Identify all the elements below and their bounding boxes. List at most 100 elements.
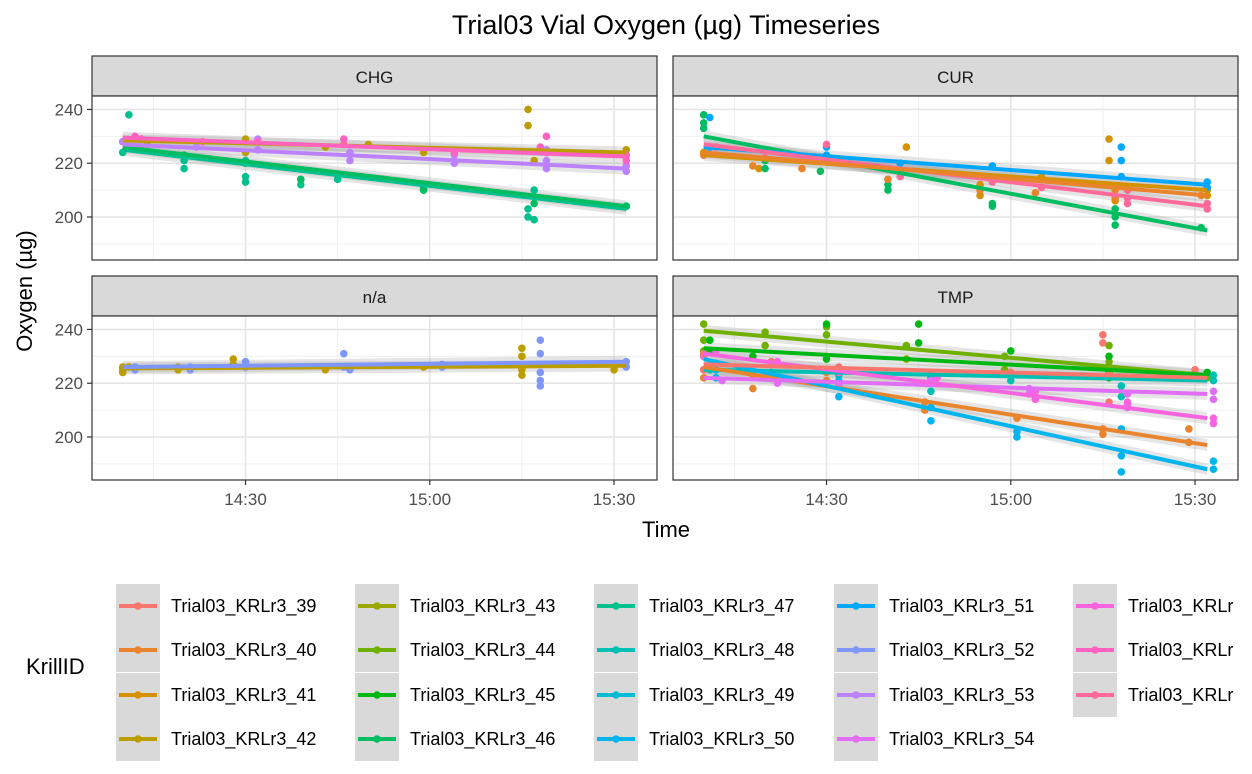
legend-key-point bbox=[373, 602, 381, 610]
data-point bbox=[699, 320, 708, 328]
data-point bbox=[1209, 371, 1218, 379]
data-point bbox=[761, 164, 769, 173]
data-point bbox=[822, 355, 831, 363]
legend-label: Trial03_KRLr3_45 bbox=[410, 685, 555, 706]
legend-key-point bbox=[612, 646, 620, 654]
data-point bbox=[524, 205, 532, 213]
data-point bbox=[699, 124, 708, 133]
trend-line bbox=[703, 357, 1208, 472]
legend-item: Trial03_KRLr3_43 bbox=[355, 584, 555, 628]
data-point bbox=[1117, 156, 1126, 165]
data-point bbox=[1117, 382, 1126, 390]
x-tick-label: 15:30 bbox=[1174, 490, 1217, 509]
data-point bbox=[761, 341, 769, 350]
data-point bbox=[241, 172, 250, 181]
legend-key-point bbox=[1091, 646, 1099, 654]
trend-line bbox=[703, 367, 1208, 383]
data-point bbox=[914, 339, 923, 347]
legend-item: Trial03_KRLr3_52 bbox=[834, 628, 1034, 672]
legend-item: Trial03_KRLr3_45 bbox=[355, 673, 555, 717]
data-point bbox=[524, 213, 532, 221]
data-point bbox=[518, 352, 526, 361]
data-point bbox=[536, 368, 545, 377]
data-point bbox=[1111, 221, 1119, 229]
y-tick-label: 220 bbox=[55, 374, 83, 393]
facet-panel: CHG 200 220 240 bbox=[55, 55, 658, 261]
data-point bbox=[706, 113, 714, 122]
legend-label: Trial03_KRLr3_49 bbox=[649, 685, 794, 706]
data-point bbox=[755, 164, 763, 173]
trend-line bbox=[122, 359, 627, 370]
data-point bbox=[927, 387, 935, 396]
data-point bbox=[822, 320, 831, 328]
data-point bbox=[536, 376, 545, 385]
legend-item: Trial03_KRLr3_49 bbox=[594, 673, 794, 717]
facet-strip-label: CHG bbox=[356, 68, 394, 87]
facet-strip bbox=[91, 275, 658, 317]
legend-item: Trial03_KRLr3_50 bbox=[594, 717, 794, 761]
trend-line bbox=[122, 147, 627, 211]
data-point bbox=[339, 349, 348, 358]
data-point bbox=[822, 331, 831, 339]
legend-key-point bbox=[612, 602, 620, 610]
panel-border bbox=[672, 95, 1239, 261]
trend-line bbox=[122, 135, 627, 159]
data-point bbox=[1031, 188, 1040, 197]
legend-item: Trial03_KRLr3_44 bbox=[355, 628, 555, 672]
x-axis-title: Time bbox=[642, 517, 690, 542]
data-point bbox=[1209, 457, 1218, 465]
data-point bbox=[902, 143, 911, 151]
legend-key-point bbox=[612, 735, 620, 743]
data-point bbox=[816, 167, 825, 176]
data-point bbox=[1209, 376, 1218, 385]
legend-key-point bbox=[373, 735, 381, 743]
data-point bbox=[297, 175, 305, 184]
data-point bbox=[125, 111, 133, 119]
x-tick-label: 14:30 bbox=[805, 490, 848, 509]
data-point bbox=[419, 186, 428, 194]
data-point bbox=[706, 336, 714, 344]
data-point bbox=[914, 320, 923, 328]
panel-border bbox=[672, 315, 1239, 481]
data-point bbox=[530, 186, 538, 194]
y-tick-label: 200 bbox=[55, 428, 83, 447]
facet-strip bbox=[91, 55, 658, 97]
legend-item: Trial03_KRLr3_47 bbox=[594, 584, 794, 628]
data-point bbox=[1123, 398, 1132, 406]
data-point bbox=[1013, 433, 1021, 441]
trend-line bbox=[122, 145, 627, 209]
legend-item: Trial03_KRLr3_46 bbox=[355, 717, 555, 761]
legend-key-point bbox=[852, 691, 860, 699]
data-point bbox=[542, 132, 551, 141]
data-point bbox=[118, 368, 127, 377]
legend-label: Trial03_KRLr3_47 bbox=[649, 596, 794, 617]
data-point bbox=[530, 215, 538, 224]
data-point bbox=[542, 156, 551, 165]
legend-label: Trial03_KRLr3_39 bbox=[171, 596, 316, 617]
data-point bbox=[339, 135, 348, 143]
legend: KrillID Trial03_KRLr3_39 Trial03_KRLr3_40… bbox=[26, 584, 1233, 761]
data-point bbox=[822, 140, 831, 149]
data-point bbox=[1209, 414, 1218, 422]
legend-key-point bbox=[134, 646, 142, 654]
data-point bbox=[1209, 465, 1218, 474]
data-point bbox=[749, 162, 757, 170]
y-tick-label: 240 bbox=[55, 320, 83, 339]
legend-label: Trial03_KRLr bbox=[1128, 685, 1233, 706]
data-point bbox=[518, 371, 526, 379]
legend-item: Trial03_KRLr3_48 bbox=[594, 628, 794, 672]
data-point bbox=[1111, 205, 1119, 213]
legend-key-point bbox=[612, 691, 620, 699]
data-point bbox=[229, 355, 238, 363]
plot-area bbox=[92, 316, 657, 480]
legend-item: Trial03_KRLr bbox=[1073, 628, 1233, 672]
data-point bbox=[1099, 331, 1107, 339]
data-point bbox=[884, 175, 892, 184]
data-point bbox=[1105, 156, 1113, 165]
data-point bbox=[518, 344, 526, 353]
panel-border bbox=[91, 315, 658, 481]
legend-label: Trial03_KRLr3_42 bbox=[171, 729, 316, 750]
panel-border bbox=[91, 95, 658, 261]
facet-strip-label: n/a bbox=[363, 288, 387, 307]
legend-item: Trial03_KRLr3_41 bbox=[116, 673, 316, 717]
